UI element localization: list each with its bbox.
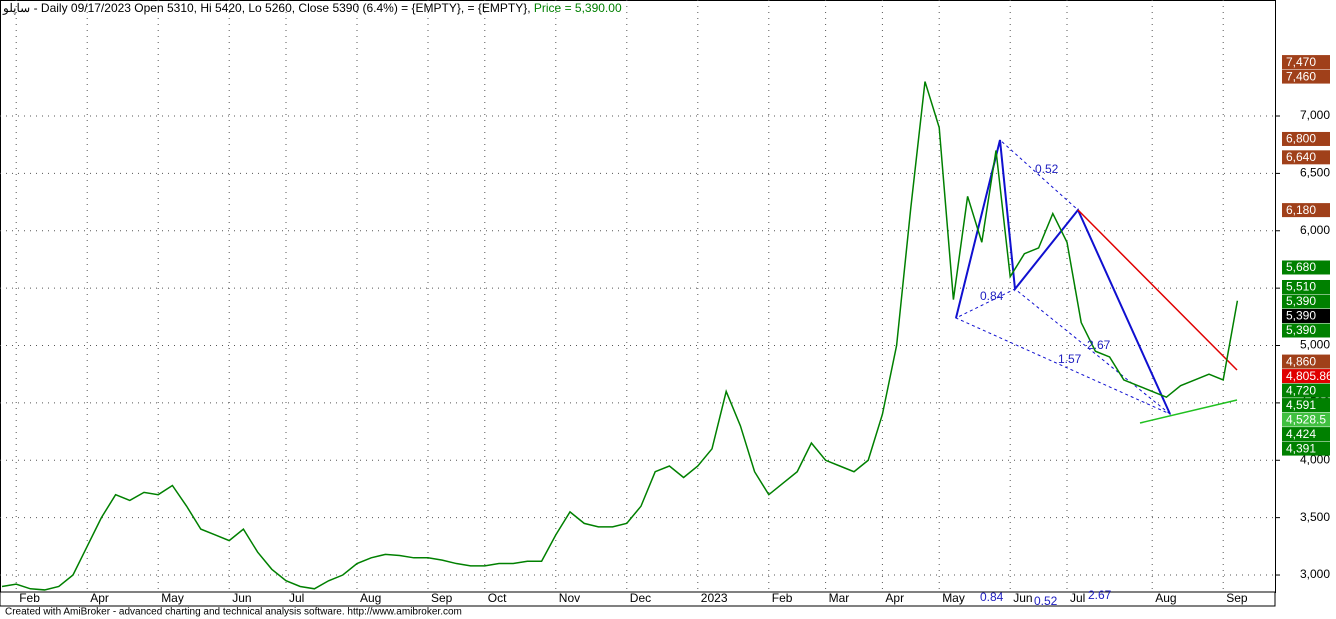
price-label-text: 6,180 xyxy=(1286,203,1316,217)
price-label-box xyxy=(1282,441,1330,456)
harmonic-guides xyxy=(954,139,1171,415)
price-label-text: 4,528.5 xyxy=(1286,412,1326,426)
price-label-box xyxy=(1282,203,1330,218)
price-label: 4,528.5 xyxy=(1282,412,1330,427)
x-tick-label: Aug xyxy=(360,591,381,605)
price-label-text: 4,424 xyxy=(1286,427,1316,441)
price-label-box xyxy=(1282,369,1330,384)
y-tick-label: 6,500 xyxy=(1300,166,1330,180)
price-label-box xyxy=(1282,279,1330,294)
price-label-box xyxy=(1282,294,1330,309)
x-tick-label: 2023 xyxy=(701,591,728,605)
price-label-text: 4,805.86 xyxy=(1286,369,1333,383)
annotation: 0.52 xyxy=(1035,162,1059,176)
y-tick-label: 3,000 xyxy=(1300,567,1330,581)
x-tick-label: Jun xyxy=(1013,591,1032,605)
price-label: 5,390 xyxy=(1282,323,1330,338)
price-label: 5,390 xyxy=(1282,309,1330,323)
trend-line xyxy=(1077,209,1238,371)
price-label-text: 5,390 xyxy=(1286,309,1316,323)
annotation: 0.52 xyxy=(1034,594,1058,608)
annotation: 0.84 xyxy=(980,590,1004,604)
price-label: 4,391 xyxy=(1282,441,1330,456)
price-label-box xyxy=(1282,308,1330,323)
price-label: 5,510 xyxy=(1282,280,1330,294)
x-tick-label: Jul xyxy=(289,591,304,605)
price-label-text: 5,510 xyxy=(1286,280,1316,294)
price-label: 5,390 xyxy=(1282,294,1330,309)
x-tick-label: Dec xyxy=(630,591,651,605)
price-label: 6,800 xyxy=(1282,132,1330,146)
y-tick-label: 3,500 xyxy=(1300,510,1330,524)
price-label-text: 7,460 xyxy=(1286,69,1316,83)
price-label-text: 4,860 xyxy=(1286,354,1316,368)
price-label-box xyxy=(1282,427,1330,442)
price-label: 4,591 xyxy=(1282,398,1330,413)
x-tick-label: Jun xyxy=(232,591,251,605)
x-tick-label: Aug xyxy=(1155,591,1176,605)
price-label-box xyxy=(1282,323,1330,338)
title-text: ساپلو - Daily 09/17/2023 Open 5310, Hi 5… xyxy=(2,1,531,15)
series xyxy=(1,81,1239,591)
x-tick-label: Sep xyxy=(431,591,453,605)
y-tick-label: 7,000 xyxy=(1300,108,1330,122)
price-label-text: 5,390 xyxy=(1286,294,1316,308)
x-tick-label: Apr xyxy=(90,591,109,605)
price-label: 7,460 xyxy=(1282,69,1330,84)
price-label-text: 4,720 xyxy=(1286,383,1316,397)
x-tick-label: Apr xyxy=(885,591,904,605)
x-tick-label: May xyxy=(161,591,184,605)
y-tick-label: 4,000 xyxy=(1300,452,1330,466)
x-tick-label: May xyxy=(942,591,965,605)
price-label: 6,180 xyxy=(1282,203,1330,218)
annotation: 1.57 xyxy=(1058,352,1082,366)
chart-title: ساپلو - Daily 09/17/2023 Open 5310, Hi 5… xyxy=(2,1,622,15)
price-label-text: 4,391 xyxy=(1286,441,1316,455)
price-label-text: 6,640 xyxy=(1286,150,1316,164)
price-label: 4,860 xyxy=(1282,354,1330,369)
price-caption: Price = 5,390.00 xyxy=(534,1,622,15)
price-label: 4,424 xyxy=(1282,427,1330,442)
price-label-box xyxy=(1282,260,1330,275)
price-label-text: 4,591 xyxy=(1286,398,1316,412)
price-label: 5,680 xyxy=(1282,260,1330,275)
x-tick-label: Feb xyxy=(772,591,793,605)
support-line xyxy=(1139,399,1238,424)
footer: Created with AmiBroker - advanced charti… xyxy=(5,607,462,618)
annotation: 2.67 xyxy=(1087,338,1111,352)
x-tick-label: Oct xyxy=(488,591,507,605)
y-tick-label: 6,000 xyxy=(1300,223,1330,237)
y-tick-label: 5,000 xyxy=(1300,338,1330,352)
annotation: 0.84 xyxy=(980,289,1004,303)
x-tick-label: Sep xyxy=(1226,591,1248,605)
price-label: 7,470 xyxy=(1282,55,1330,70)
price-label-box xyxy=(1282,69,1330,84)
price-label-box xyxy=(1282,412,1330,427)
price-label-box xyxy=(1282,398,1330,413)
price-label-box xyxy=(1282,354,1330,369)
price-label-box xyxy=(1282,383,1330,398)
price-label-text: 5,390 xyxy=(1286,323,1316,337)
price-label-text: 7,470 xyxy=(1286,55,1316,69)
annotation: 2.67 xyxy=(1088,588,1112,602)
price-label: 4,805.86 xyxy=(1282,369,1333,384)
price-label-text: 6,800 xyxy=(1286,132,1316,146)
price-label-box xyxy=(1282,55,1330,70)
price-label: 4,720 xyxy=(1282,383,1330,398)
price-label-box xyxy=(1282,150,1330,165)
price-label-box xyxy=(1282,131,1330,146)
x-tick-label: Jul xyxy=(1070,591,1085,605)
x-tick-label: Nov xyxy=(559,591,580,605)
price-label-text: 5,680 xyxy=(1286,260,1316,274)
price-line xyxy=(1,81,1239,591)
x-tick-label: Mar xyxy=(829,591,850,605)
price-label: 6,640 xyxy=(1282,150,1330,165)
x-axis-strip xyxy=(0,591,1276,607)
x-tick-label: Feb xyxy=(19,591,40,605)
